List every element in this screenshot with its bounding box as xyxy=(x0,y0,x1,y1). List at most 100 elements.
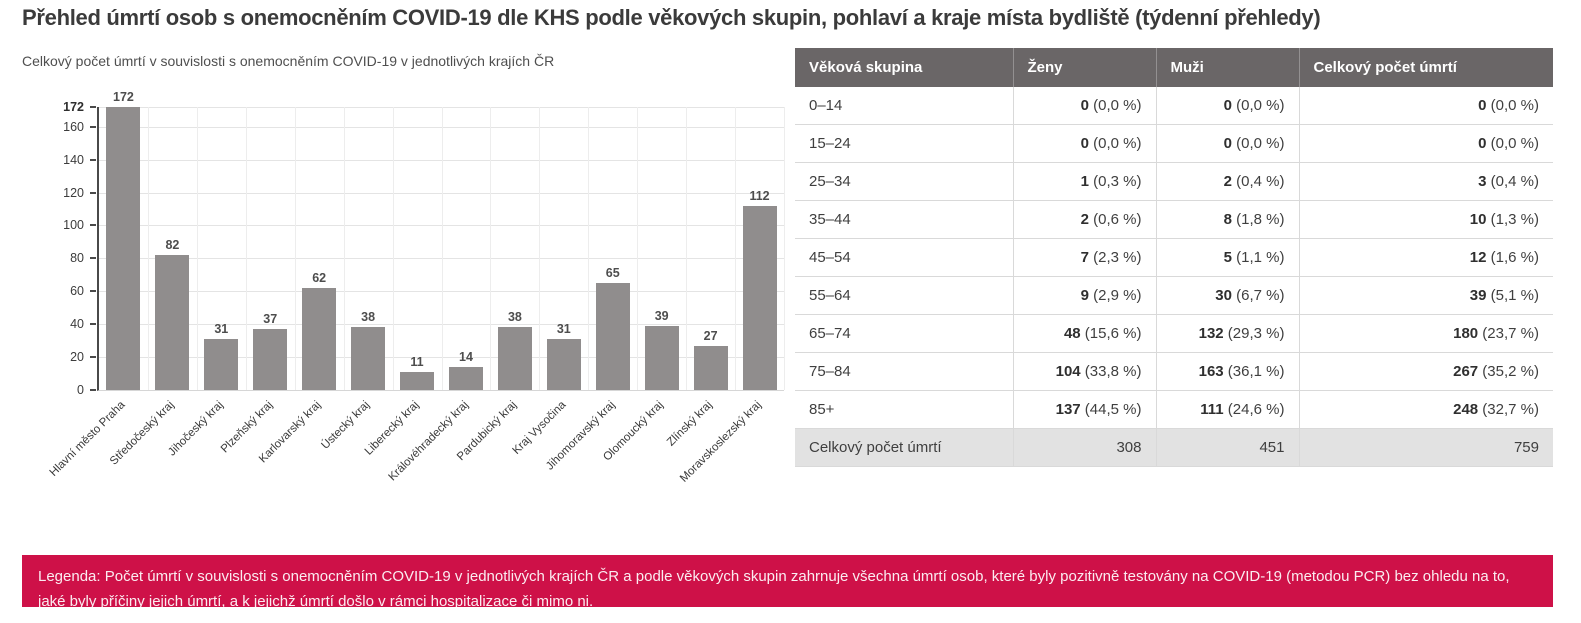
age-group-cell: 85+ xyxy=(795,390,1013,429)
percent-value: (0,3 %) xyxy=(1088,173,1142,190)
bar-value-label: 112 xyxy=(749,188,770,203)
bar xyxy=(546,338,581,390)
total-cell: 248 (32,7 %) xyxy=(1298,390,1553,429)
percent-value: (29,3 %) xyxy=(1223,325,1285,342)
count-value: 39 xyxy=(1469,287,1487,304)
age-group-cell: 65–74 xyxy=(795,314,1013,353)
men-cell: 132 (29,3 %) xyxy=(1155,314,1299,353)
percent-value: (1,6 %) xyxy=(1486,249,1539,266)
bar-value-label: 38 xyxy=(361,310,376,325)
bar-value-label: 14 xyxy=(459,349,473,364)
count-value: 30 xyxy=(1215,287,1232,304)
bar-value-label: 82 xyxy=(165,238,180,253)
bar xyxy=(497,327,532,390)
age-group-cell: 45–54 xyxy=(795,238,1013,277)
percent-value: (24,6 %) xyxy=(1223,401,1285,418)
count-value: 132 xyxy=(1198,325,1224,342)
bar-value-label: 172 xyxy=(113,90,134,104)
bar-value-label: 39 xyxy=(654,308,669,323)
count-value: 137 xyxy=(1055,401,1081,418)
y-tick-mark xyxy=(90,158,96,161)
legend-banner: Legenda: Počet úmrtí v souvislosti s one… xyxy=(22,555,1553,607)
bar xyxy=(106,107,141,390)
gridline-v xyxy=(392,107,394,390)
gridline-v xyxy=(735,107,737,390)
bar xyxy=(204,338,239,390)
total-cell: 267 (35,2 %) xyxy=(1298,352,1553,391)
percent-value: (2,3 %) xyxy=(1088,249,1142,266)
percent-value: (35,2 %) xyxy=(1478,363,1539,380)
percent-value: (0,4 %) xyxy=(1486,173,1539,190)
age-group-cell: 35–44 xyxy=(795,200,1013,239)
y-tick-mark xyxy=(90,290,96,293)
count-value: 3 xyxy=(1478,173,1487,190)
percent-value: (2,9 %) xyxy=(1088,287,1142,304)
women-cell: 137 (44,5 %) xyxy=(1012,390,1156,429)
y-tick-label: 60 xyxy=(70,284,84,299)
count-value: 0 xyxy=(1080,97,1089,114)
men-cell: 2 (0,4 %) xyxy=(1155,162,1299,201)
bar xyxy=(155,255,190,390)
age-group-cell: 25–34 xyxy=(795,162,1013,201)
y-tick-label: 160 xyxy=(63,119,84,134)
y-tick-label: 20 xyxy=(70,350,84,365)
total-cell: 3 (0,4 %) xyxy=(1298,162,1553,201)
table-row: 65–74 48 (15,6 %) 132 (29,3 %) 180 (23,7 %) xyxy=(795,314,1553,353)
women-cell: 9 (2,9 %) xyxy=(1012,276,1156,315)
total-cell: 10 (1,3 %) xyxy=(1298,200,1553,239)
gridline-v xyxy=(196,107,198,390)
gridline-v xyxy=(637,107,639,390)
percent-value: (0,0 %) xyxy=(1486,97,1539,114)
women-cell: 48 (15,6 %) xyxy=(1012,314,1156,353)
percent-value: (15,6 %) xyxy=(1080,325,1142,342)
count-value: 248 xyxy=(1453,401,1479,418)
total-women: 308 xyxy=(1012,428,1156,467)
age-group-cell: 55–64 xyxy=(795,276,1013,315)
percent-value: (0,6 %) xyxy=(1088,211,1142,228)
men-cell: 30 (6,7 %) xyxy=(1155,276,1299,315)
total-all: 759 xyxy=(1298,428,1553,467)
men-cell: 8 (1,8 %) xyxy=(1155,200,1299,239)
y-tick-mark xyxy=(90,224,96,227)
x-tick-label: Moravskoslezský kraj xyxy=(678,399,765,485)
y-tick-mark xyxy=(90,389,96,391)
bar-value-label: 27 xyxy=(703,328,718,343)
count-value: 267 xyxy=(1453,363,1479,380)
gridline-v xyxy=(539,107,541,390)
header-men: Muži xyxy=(1155,48,1299,87)
percent-value: (0,0 %) xyxy=(1486,135,1539,152)
y-tick-mark xyxy=(90,257,96,260)
header-age-group: Věková skupina xyxy=(795,48,1013,87)
percent-value: (36,1 %) xyxy=(1223,363,1285,380)
bar-value-label: 31 xyxy=(214,321,229,336)
y-tick-label: 100 xyxy=(63,218,84,233)
count-value: 8 xyxy=(1223,211,1232,228)
bar-value-label: 11 xyxy=(410,354,424,369)
bar-value-label: 37 xyxy=(263,312,278,327)
age-group-cell: 0–14 xyxy=(795,87,1013,125)
count-value: 7 xyxy=(1080,249,1089,266)
total-cell: 12 (1,6 %) xyxy=(1298,238,1553,277)
count-value: 9 xyxy=(1080,287,1089,304)
gridline-v xyxy=(147,107,149,390)
x-axis: Hlavní město Praha Středočeský kraj Jihoče… xyxy=(48,391,782,531)
gridline-v xyxy=(490,107,492,390)
count-value: 1 xyxy=(1080,173,1089,190)
count-value: 0 xyxy=(1080,135,1089,152)
count-value: 180 xyxy=(1453,325,1479,342)
bar xyxy=(742,205,777,390)
bar-value-label: 31 xyxy=(556,321,571,336)
header-total: Celkový počet úmrtí xyxy=(1298,48,1553,87)
gridline-v xyxy=(441,107,443,390)
percent-value: (33,8 %) xyxy=(1080,363,1142,380)
gridline-v xyxy=(588,107,590,390)
table-row: 35–44 2 (0,6 %) 8 (1,8 %) 10 (1,3 %) xyxy=(795,200,1553,239)
y-tick-label: 120 xyxy=(63,185,84,200)
count-value: 48 xyxy=(1063,325,1081,342)
total-men: 451 xyxy=(1155,428,1299,467)
percent-value: (0,0 %) xyxy=(1088,135,1142,152)
percent-value: (32,7 %) xyxy=(1478,401,1539,418)
bar xyxy=(253,329,288,390)
bar xyxy=(595,283,630,390)
y-tick-label: 140 xyxy=(63,152,84,167)
